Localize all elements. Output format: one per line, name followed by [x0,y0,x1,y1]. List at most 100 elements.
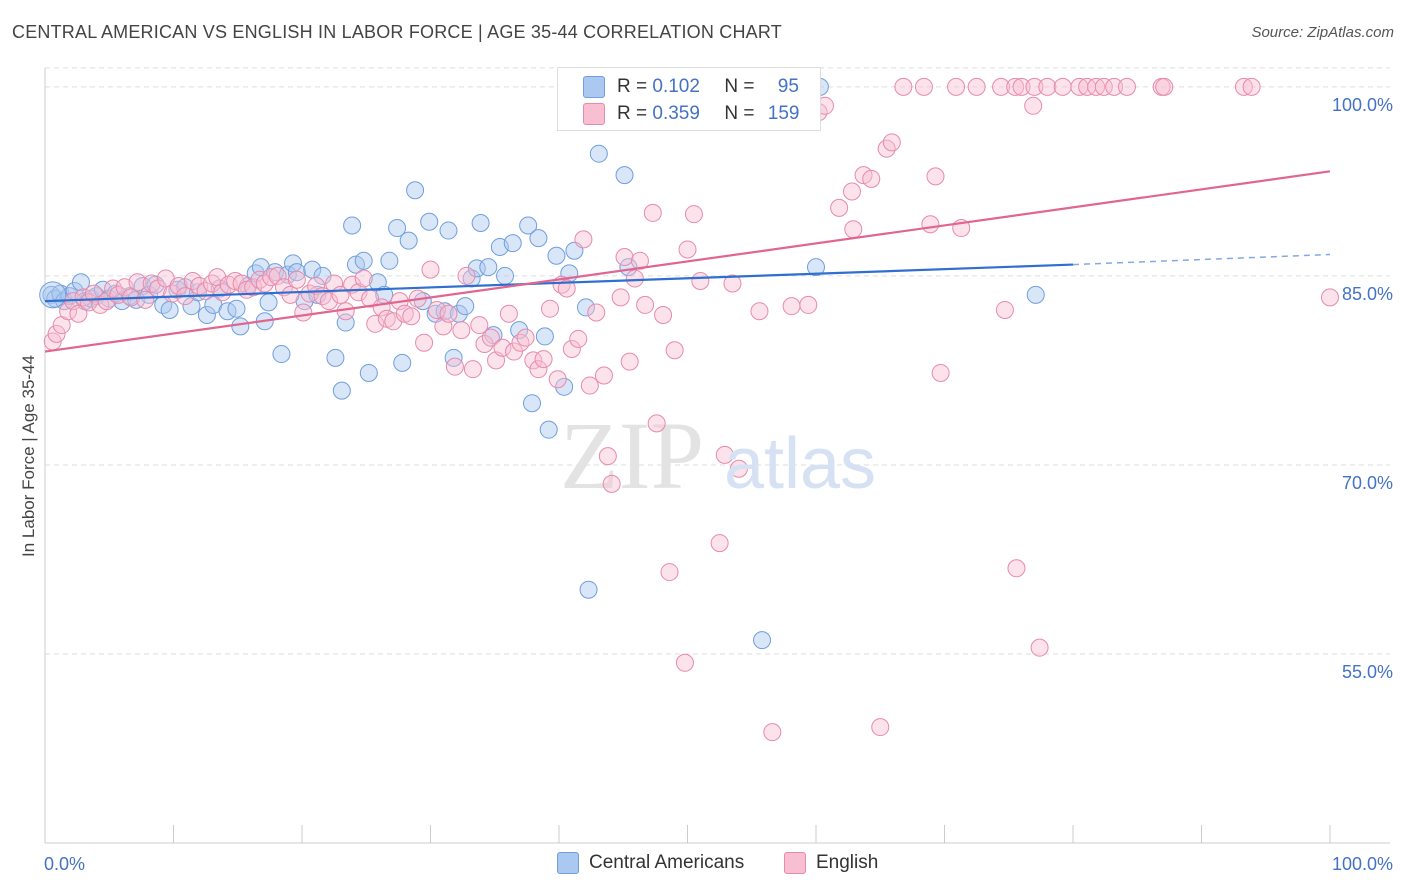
trend-lines [44,170,1331,353]
data-point [931,363,950,382]
legend-row-english: R = 0.359 N = 159 [558,101,799,127]
data-point [1024,96,1043,115]
data-point [349,283,368,302]
legend: R = 0.102 N = 95 R = 0.359 N = 159 [557,67,821,131]
legend-swatch-pink [583,103,605,125]
data-point [262,268,281,287]
data-point [427,300,446,319]
data-point [842,182,861,201]
data-point [516,328,535,347]
data-point [439,221,458,240]
data-point [1105,77,1124,96]
grid-lines [45,67,1390,655]
data-point [579,580,598,599]
data-point [1242,77,1261,96]
data-point [1234,77,1253,96]
data-point [1321,288,1339,307]
data-point [598,447,617,466]
legend-n-value: 95 [777,76,799,97]
data-point [763,723,782,742]
legend-swatch-blue [583,76,605,98]
bottom-legend-central-americans: Central Americans [557,852,744,874]
data-point [557,279,576,298]
data-point [580,376,599,395]
data-point [354,269,373,288]
tick-labels: 55.0% 70.0% 85.0% 100.0% 0.0% 100.0% [44,95,1393,874]
data-point [471,214,490,232]
data-point [871,718,890,737]
data-point [213,283,232,302]
data-point [456,297,475,316]
data-point [615,248,634,267]
data-point [169,277,188,296]
data-point [967,77,986,96]
data-point [1025,77,1044,96]
data-point [753,631,772,650]
data-point [457,266,476,285]
chart-title: CENTRAL AMERICAN VS ENGLISH IN LABOR FOR… [12,22,782,42]
data-point [47,324,66,343]
data-point [505,342,524,361]
data-point [992,77,1011,96]
y-tick-label: 85.0% [1342,284,1393,304]
data-point [710,534,729,553]
data-point [647,414,666,433]
data-point [79,293,98,312]
data-point [678,240,697,259]
data-point [511,333,530,352]
data-point [268,266,287,285]
legend-r-label: R = [617,76,648,97]
legend-r-label: R = [617,103,648,124]
data-point [519,216,538,235]
data-point [555,377,574,396]
y-tick-label: 100.0% [1332,95,1393,115]
x-tick-label-start: 0.0% [44,854,85,874]
data-point [541,299,560,318]
data-point [636,295,655,314]
data-point [729,459,748,478]
watermark-atlas: atlas [724,424,876,504]
data-point [1117,77,1136,96]
x-tick-label-end: 100.0% [1332,854,1393,874]
data-point [535,327,554,346]
bottom-legend: Central Americans English [0,852,1406,878]
data-point [660,563,679,582]
data-point [894,77,913,96]
data-point [1026,285,1045,304]
data-point [439,304,458,323]
data-point [326,348,345,367]
data-point [467,259,486,278]
data-point [675,653,694,672]
data-point [1006,77,1025,96]
data-point [602,474,621,493]
data-point [574,230,593,249]
data-point [343,216,362,235]
bottom-legend-swatch-blue [557,852,579,874]
axes [44,68,1390,844]
data-point [921,215,940,234]
data-point [503,234,522,253]
data-point [69,304,88,323]
chart-source: Source: ZipAtlas.com [1251,24,1394,41]
data-point [882,133,901,152]
data-point [569,329,588,348]
data-point [481,328,500,347]
data-point [281,285,300,304]
data-point [1030,638,1049,657]
data-point [59,302,78,321]
data-point [844,220,863,239]
data-point [71,273,90,292]
data-point [493,338,512,357]
legend-r-value: 0.102 [652,76,700,97]
trend-line-1 [44,170,1331,353]
data-point [547,246,566,265]
legend-row-central-americans: R = 0.102 N = 95 [558,74,799,100]
data-point [287,263,306,282]
data-point [665,341,684,360]
data-point [160,300,179,319]
data-point [782,297,801,316]
data-point [479,258,498,277]
y-tick-label: 70.0% [1342,473,1393,493]
data-point [197,305,216,324]
